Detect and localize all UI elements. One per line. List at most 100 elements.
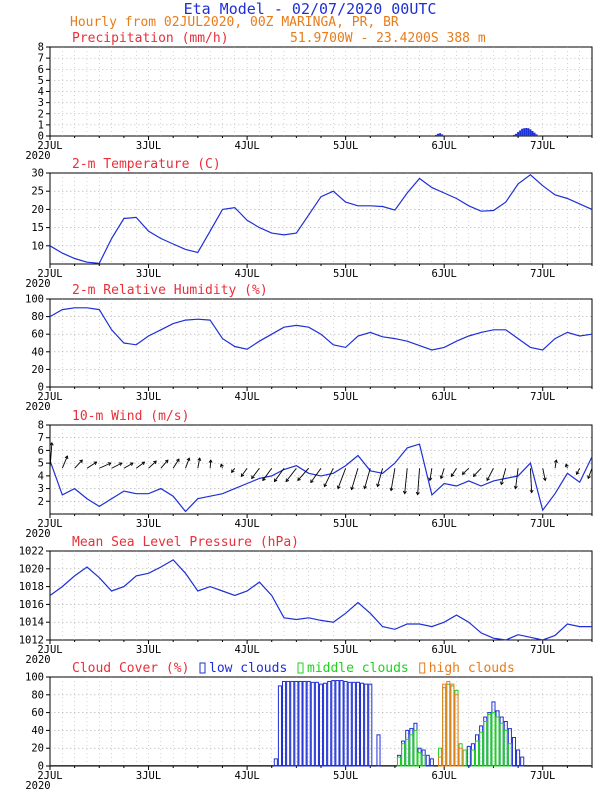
x-tick-label: 4JUL <box>234 140 259 152</box>
wind-vector <box>377 468 384 487</box>
cloud-bar <box>376 734 381 767</box>
panel-frame <box>49 172 593 265</box>
wind-arrowhead <box>587 475 591 480</box>
x-tick-label: 2JUL <box>37 644 62 656</box>
wind-vector <box>529 468 533 493</box>
cloud-bar <box>273 758 278 767</box>
precip-bar <box>533 132 536 136</box>
wind-arrowhead <box>64 455 69 460</box>
cloud-bar <box>516 749 521 767</box>
y-tick-label: 5 <box>38 75 44 87</box>
cloud-bar <box>282 680 287 767</box>
x-tick-label: 6JUL <box>432 770 457 782</box>
wind-vector <box>473 467 482 477</box>
wind-vector <box>148 460 157 469</box>
wind-vector <box>554 460 557 469</box>
wind-vector <box>390 468 396 491</box>
y-tick-label: 4 <box>38 470 44 482</box>
cloud-bar <box>479 731 484 767</box>
x-tick-label: 3JUL <box>136 391 161 403</box>
y-tick-label: 10 <box>31 240 44 252</box>
x-tick-label: 6JUL <box>432 140 457 152</box>
cloud-bar <box>368 683 373 767</box>
wind-arrowhead <box>389 487 394 492</box>
y-tick-label: 6 <box>38 64 44 76</box>
cloud-bar <box>454 694 459 767</box>
precip-bar <box>515 133 518 136</box>
wind-arrowhead <box>297 477 301 482</box>
y-tick-label: 0 <box>38 382 44 394</box>
y-tick-label: 1022 <box>19 546 44 558</box>
cloud-bar <box>360 682 365 767</box>
cloud-bar <box>335 680 340 767</box>
precip-bar <box>535 134 538 136</box>
wind-arrowhead <box>472 473 477 478</box>
x-tick-label: 5JUL <box>333 140 358 152</box>
cloud-bar <box>483 721 488 767</box>
year-label: 2020 <box>25 780 50 792</box>
wind-arrowhead <box>262 477 266 482</box>
cloud-bar <box>286 680 291 767</box>
wind-vector <box>351 468 359 490</box>
cloud-bar <box>314 681 319 767</box>
precip-bar <box>512 134 515 136</box>
wind-vector <box>135 461 145 469</box>
wind-vector <box>486 468 494 481</box>
wind-arrowhead <box>450 473 455 478</box>
wind-arrowhead <box>285 478 290 483</box>
y-tick-label: 6 <box>38 445 44 457</box>
wind-arrowhead <box>208 459 213 463</box>
wind-arrowhead <box>164 459 169 464</box>
y-tick-label: 40 <box>31 346 44 358</box>
y-tick-label: 1014 <box>19 617 44 629</box>
legend-label: middle clouds <box>307 661 409 676</box>
y-tick-label: 100 <box>25 672 44 684</box>
y-tick-label: 80 <box>31 689 44 701</box>
wind-arrowhead <box>129 462 134 467</box>
cloud-bar <box>462 749 467 767</box>
wind-vector <box>185 457 190 469</box>
subtitle: Hourly from 02JUL2020, 00Z MARINGA, PR, … <box>70 15 399 30</box>
legend-swatch <box>199 662 206 674</box>
wind-arrowhead <box>363 485 368 490</box>
y-tick-label: 30 <box>31 168 44 180</box>
cloud-bar <box>503 729 508 767</box>
x-tick-label: 5JUL <box>333 644 358 656</box>
wind-vector <box>429 468 433 481</box>
y-tick-label: 100 <box>25 294 44 306</box>
wind-vector <box>111 462 123 469</box>
y-tick-label: 7 <box>38 432 44 444</box>
y-tick-label: 60 <box>31 707 44 719</box>
wind-vector <box>364 468 371 489</box>
precip-bar <box>517 132 520 136</box>
wind-vector <box>61 455 68 469</box>
x-tick-label: 3JUL <box>136 770 161 782</box>
y-tick-label: 60 <box>31 329 44 341</box>
cloud-bar <box>413 729 418 767</box>
legend-swatch <box>297 662 304 674</box>
precip-bar <box>523 128 526 136</box>
wind-vector <box>450 467 457 477</box>
precip-bar <box>519 130 522 136</box>
x-tick-label: 2JUL <box>37 140 62 152</box>
x-tick-label: 3JUL <box>136 644 161 656</box>
year-label: 2020 <box>25 401 50 413</box>
x-tick-label: 7JUL <box>530 518 555 530</box>
wind-arrowhead <box>153 460 157 465</box>
x-tick-label: 3JUL <box>136 518 161 530</box>
wind-vector <box>323 468 334 487</box>
cloud-bar <box>511 737 517 767</box>
y-tick-label: 5 <box>38 458 44 470</box>
y-tick-label: 0 <box>38 761 44 773</box>
cloud-bar <box>294 680 299 767</box>
cloud-bar <box>364 683 369 767</box>
series-line <box>49 559 592 641</box>
wind-vector <box>515 468 519 489</box>
cloud-bar <box>323 682 328 767</box>
wind-vector <box>297 467 310 481</box>
wind-vector <box>274 467 285 482</box>
panel-temp: 10 15 20 25 30 2JUL 3JUL 4JUL 5JUL 6JUL 7JUL 2020 2-… <box>25 157 593 290</box>
x-tick-label: 7JUL <box>530 770 555 782</box>
location-label: 51.9700W - 23.4200S 388 m <box>290 31 486 46</box>
